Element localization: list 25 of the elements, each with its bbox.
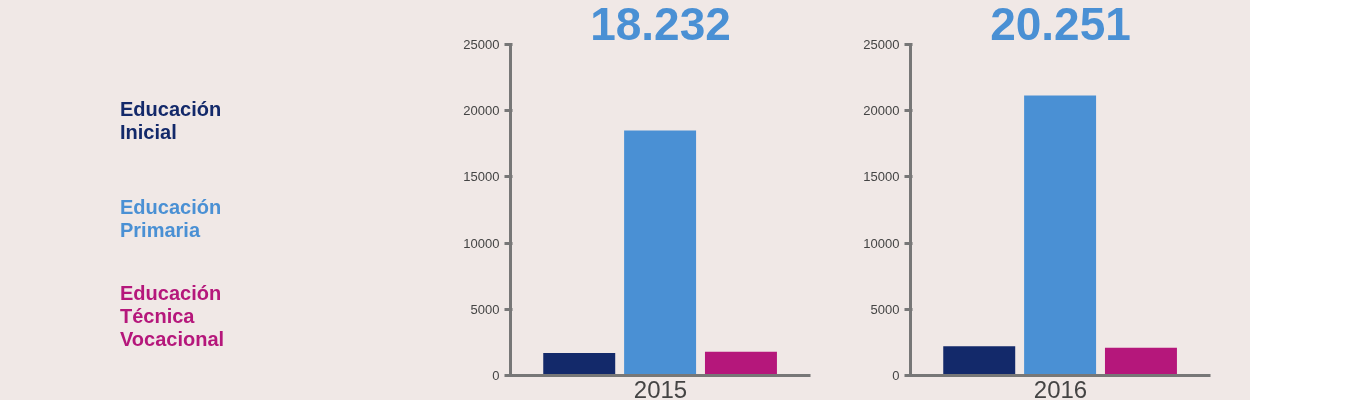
y-tick-label: 25000 [863,37,900,52]
y-tick-label: 25000 [463,37,500,52]
bar [704,351,777,376]
y-tick-label: 5000 [470,301,500,317]
text: Educación Inicial [120,98,222,144]
text: Educación Primaria [120,196,222,242]
y-tick-label: 10000 [463,235,500,251]
chart-title: 18.232 [590,0,731,50]
bar [1024,95,1097,376]
y-tick-label: 5000 [870,301,900,317]
y-tick-label: 0 [492,368,500,383]
bar [543,352,616,376]
x-axis-title: 2016 [1033,375,1088,403]
chart-title: 20.251 [990,0,1131,50]
y-tick-label: 20000 [863,103,900,119]
y-tick-label: 10000 [863,235,900,251]
text: Educación Técnica Vocacional [120,282,225,351]
y-tick-label: 0 [892,368,900,383]
bar [943,346,1016,376]
y-tick-label: 20000 [463,103,500,119]
bar [1104,347,1177,376]
y-tick-label: 15000 [863,169,900,185]
bar [624,130,697,376]
x-axis-title: 2015 [633,375,688,403]
y-tick-label: 15000 [463,169,500,185]
